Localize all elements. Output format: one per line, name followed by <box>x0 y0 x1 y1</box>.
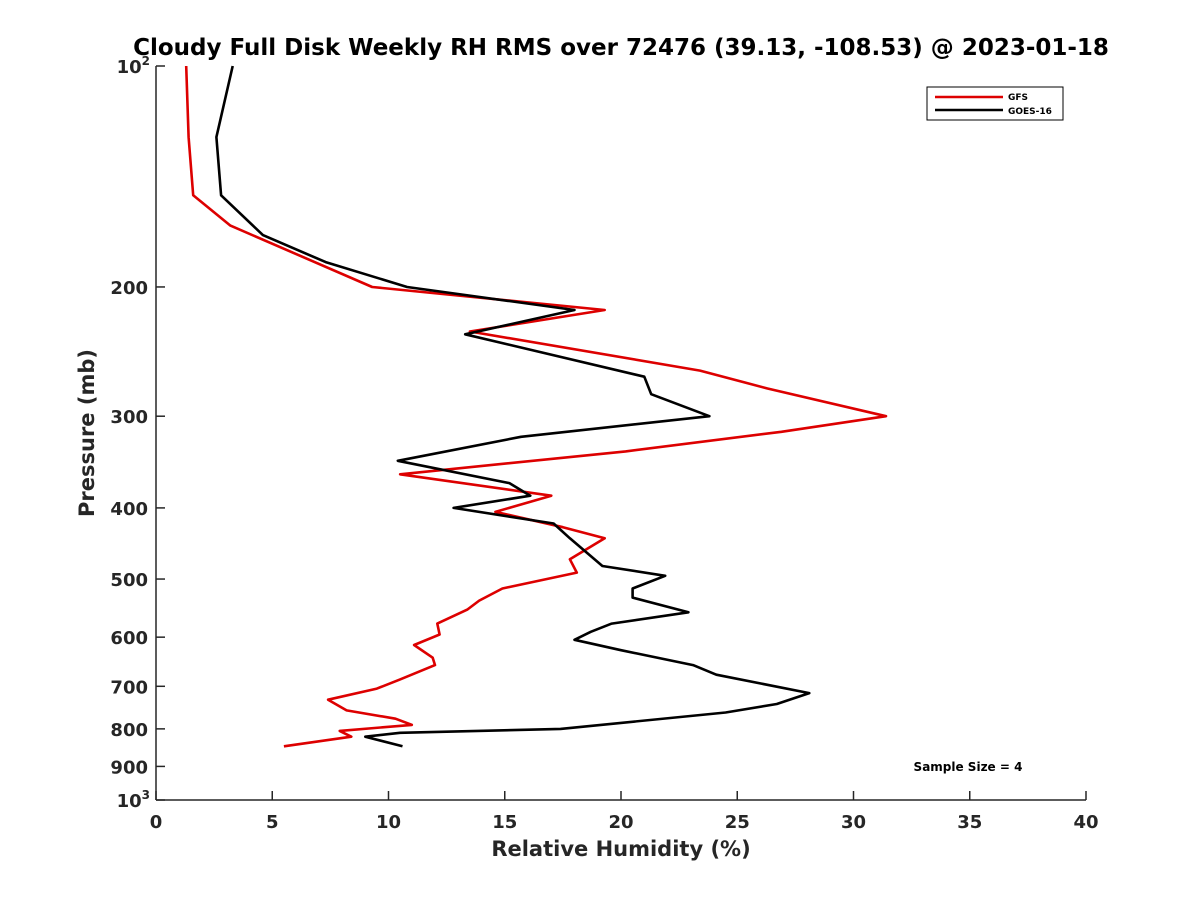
y-tick-label: 103 <box>117 788 150 812</box>
x-axis-label: Relative Humidity (%) <box>491 837 750 861</box>
x-tick-label: 15 <box>492 812 517 833</box>
y-tick-label: 800 <box>110 720 148 741</box>
series-line-goes16 <box>215 65 811 748</box>
series-layer <box>184 65 888 748</box>
legend-label-goes16: GOES-16 <box>1008 107 1052 117</box>
y-axis-label: Pressure (mb) <box>75 349 99 517</box>
axes-layer: 0 5 10 15 20 25 30 35 40 102 200 300 400 500 600 700 800… <box>110 54 1098 833</box>
y-tick-label: 300 <box>110 407 148 428</box>
x-tick-label: 40 <box>1073 812 1098 833</box>
x-tick-label: 5 <box>266 812 279 833</box>
chart-title: Cloudy Full Disk Weekly RH RMS over 7247… <box>133 35 1109 61</box>
x-tick-label: 35 <box>957 812 982 833</box>
legend-label-gfs: GFS <box>1008 93 1028 103</box>
x-tick-label: 20 <box>608 812 633 833</box>
legend: GFS GOES-16 <box>926 86 1064 121</box>
x-tick-label: 10 <box>376 812 401 833</box>
y-tick-label: 102 <box>117 54 150 78</box>
y-tick-label: 900 <box>110 757 148 778</box>
y-tick-label: 600 <box>110 628 148 649</box>
y-tick-label: 200 <box>110 278 148 299</box>
y-tick-label: 400 <box>110 499 148 520</box>
legend-box <box>926 86 1064 121</box>
x-tick-label: 30 <box>841 812 866 833</box>
y-tick-label: 500 <box>110 570 148 591</box>
x-tick-label: 25 <box>725 812 750 833</box>
sample-size-annotation: Sample Size = 4 <box>914 760 1023 774</box>
x-tick-label: 0 <box>150 812 163 833</box>
y-tick-label: 700 <box>110 677 148 698</box>
